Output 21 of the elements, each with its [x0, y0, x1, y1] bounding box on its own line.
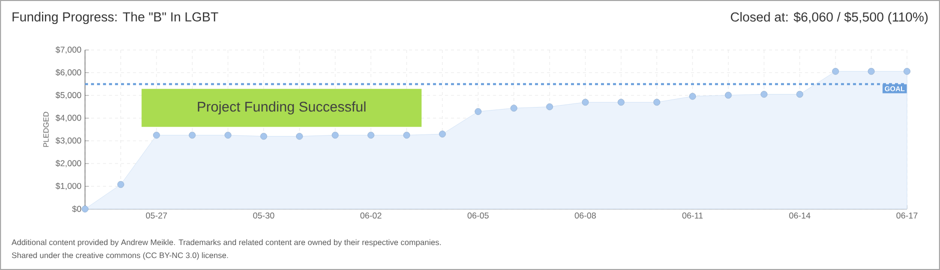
y-tick-label: $4,000	[56, 114, 82, 122]
x-tick-label: 05-27	[146, 212, 167, 219]
annotation: Project Funding Successful	[198, 101, 366, 114]
chart-subtitle: Closed at: $6,060 / $5,500 (110%)	[730, 12, 928, 24]
x-tick-label: 06-11	[682, 212, 703, 219]
y-tick-label: $6,000	[56, 69, 82, 76]
x-tick-label: 06-14	[789, 212, 810, 219]
x-tick-label: 06-08	[574, 212, 596, 219]
text: Shared under the creative commons (CC BY-NC 3.0) license.	[12, 252, 228, 260]
y-tick-label: $7,000	[56, 46, 82, 54]
y-tick-label: $3,000	[56, 137, 82, 145]
y-tick-label: $5,000	[56, 92, 82, 100]
chart-title: Funding Progress: The "B" In LGBT	[12, 12, 218, 24]
x-tick-label: 06-02	[360, 212, 382, 219]
y-tick-label: $1,000	[56, 182, 82, 190]
x-tick-label: 05-30	[253, 212, 274, 219]
y-tick-label: $2,000	[56, 160, 82, 168]
x-tick-label: 06-17	[896, 212, 918, 219]
y-tick-label: $0	[72, 206, 82, 212]
text: Additional content provided by Andrew Meikle. Trademarks and related content are owned by their respective companies.	[12, 239, 441, 247]
x-tick-label: 06-05	[468, 212, 489, 219]
